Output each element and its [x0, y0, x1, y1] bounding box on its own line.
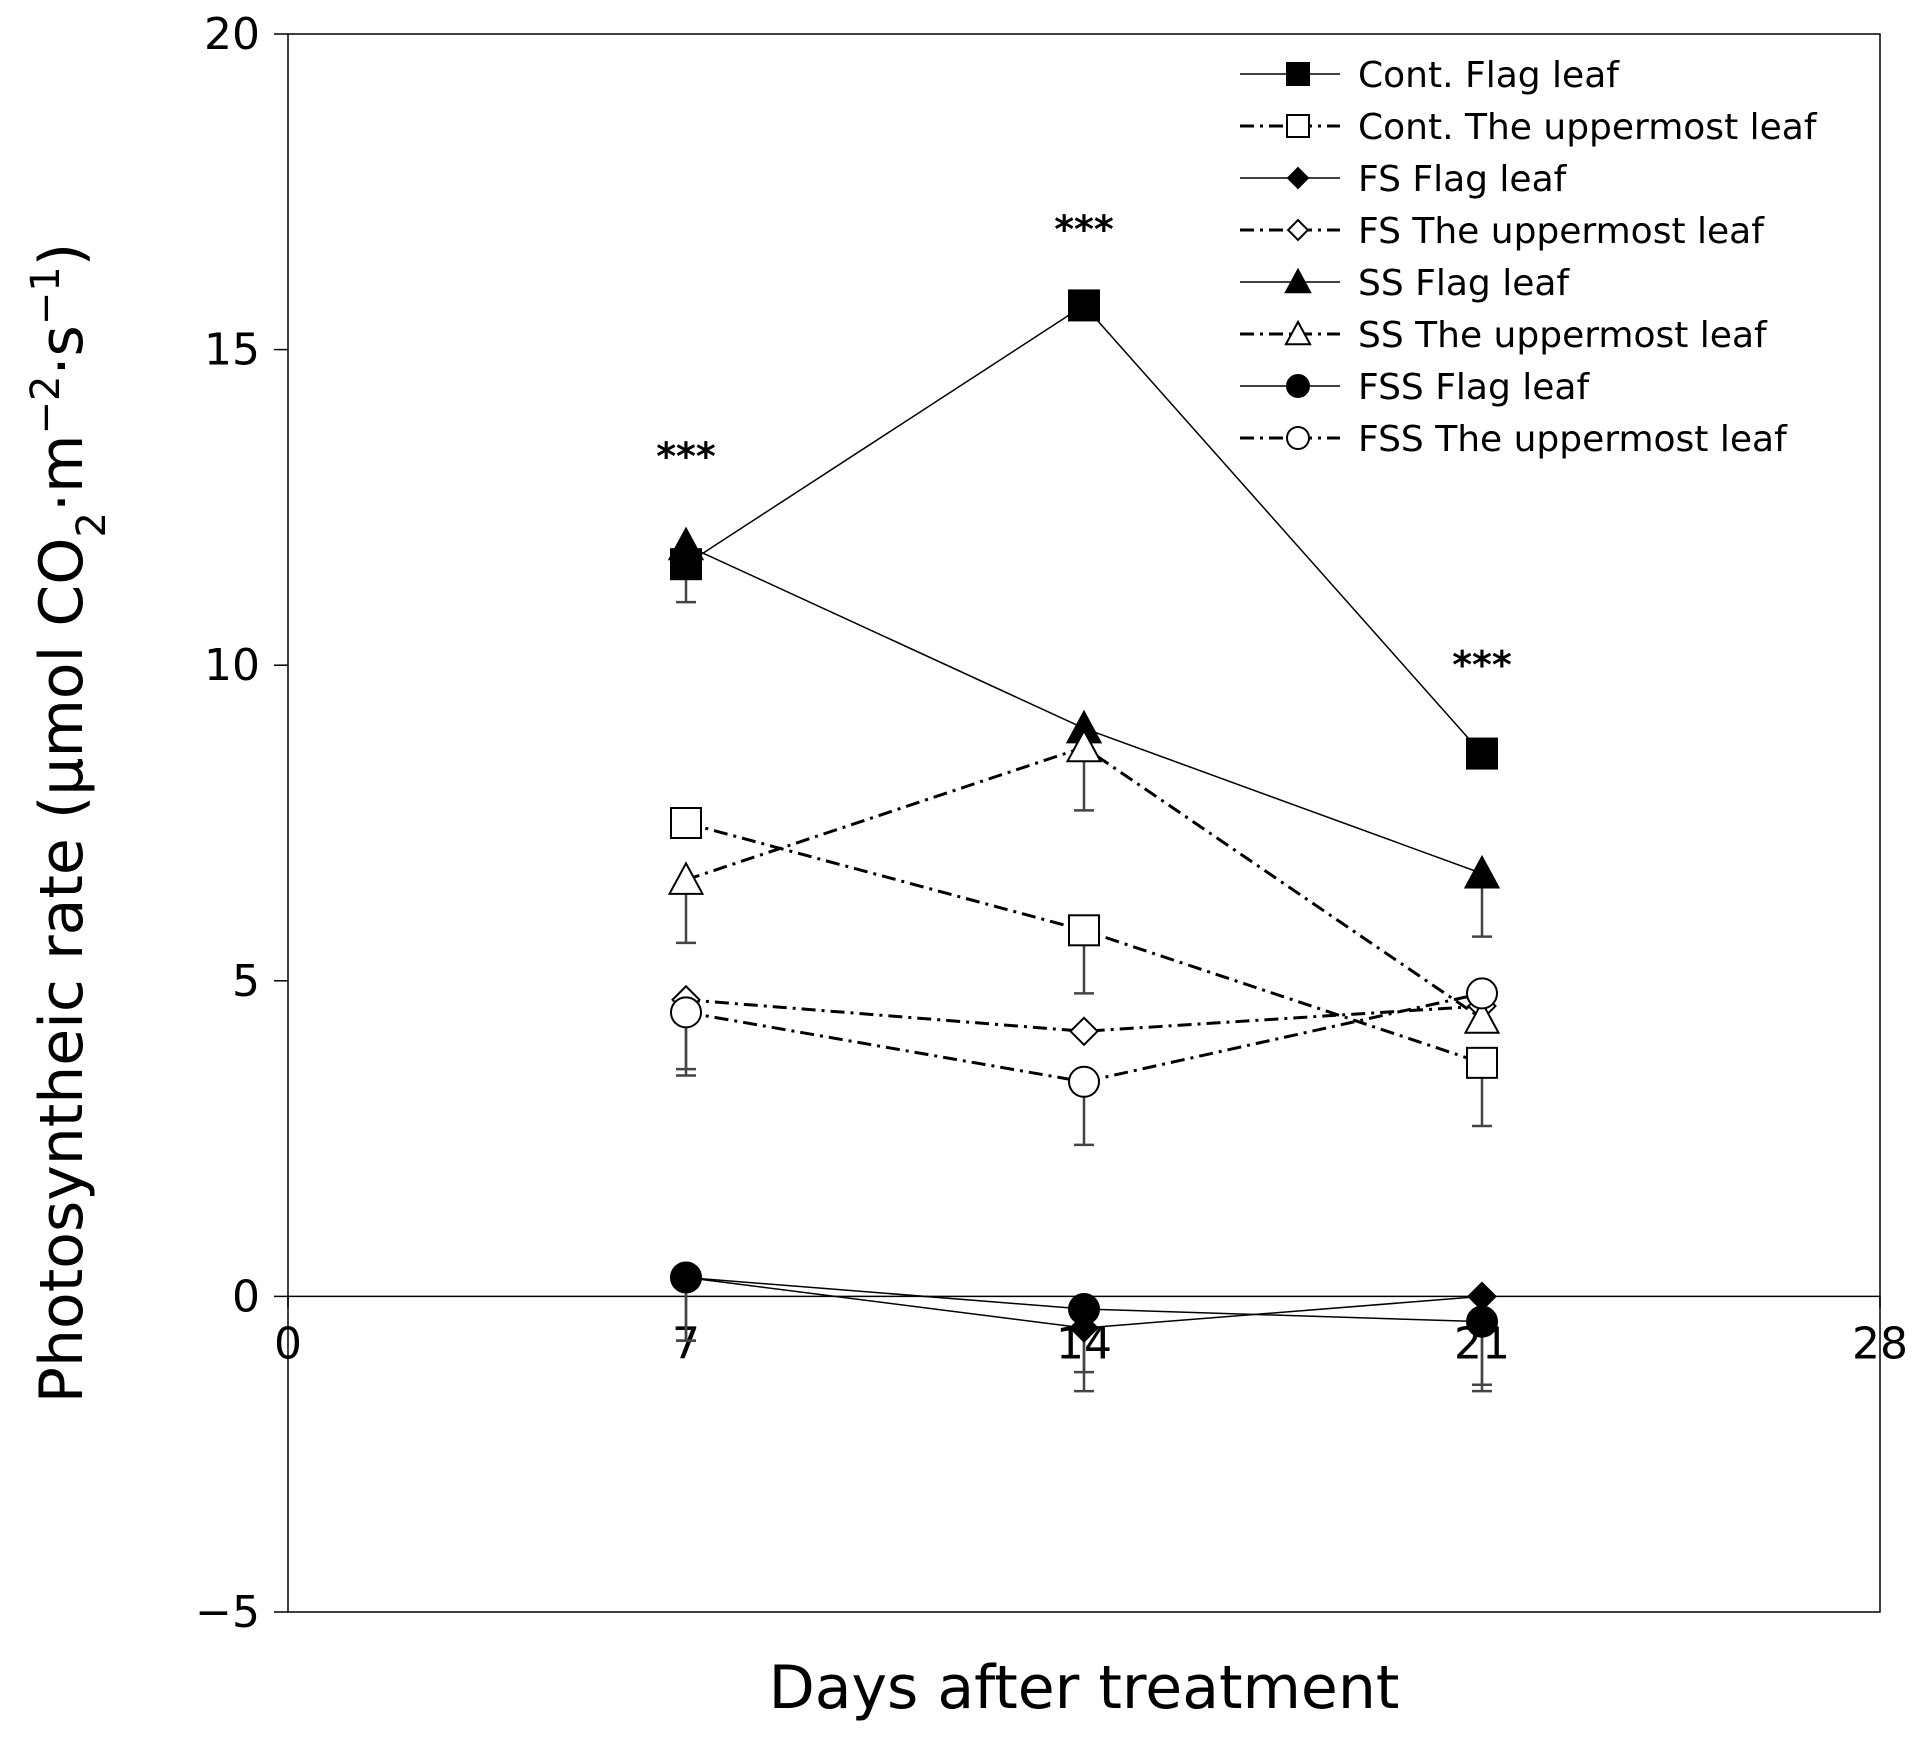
data-point	[1065, 728, 1103, 763]
series-markers-4	[671, 984, 1497, 1047]
data-point	[1069, 1016, 1099, 1047]
error-bars-2	[1074, 930, 1492, 1128]
data-point	[1466, 977, 1498, 1010]
data-point	[1463, 854, 1501, 889]
legend-marker-2	[1286, 114, 1310, 138]
plot-frame	[287, 33, 1881, 1613]
y-axis-title-mid: ·m	[27, 435, 97, 513]
y-axis-title-prefix: Photosyntheic rate (μmol CO	[27, 537, 97, 1403]
y-axis-title-sup2: −1	[23, 266, 69, 325]
data-point	[1466, 1046, 1498, 1079]
legend-label-4: FS The uppermost leaf	[1358, 211, 1765, 252]
series-markers-6	[667, 728, 1501, 1034]
data-point	[670, 1261, 702, 1294]
legend-marker-6	[1284, 319, 1312, 346]
y-axis-title-mid2: ·s	[27, 325, 97, 375]
legend-label-8: FSS The uppermost leaf	[1358, 419, 1788, 460]
legend-marker-4	[1286, 218, 1310, 242]
legend-label-5: SS Flag leaf	[1358, 263, 1570, 304]
series-line-5	[685, 544, 1483, 875]
x-axis-title: Days after treatment	[769, 1653, 1400, 1723]
legend-label-6: SS The uppermost leaf	[1358, 315, 1768, 356]
series-markers-5	[667, 526, 1501, 889]
y-axis-title: Photosyntheic rate (μmol CO2·m−2·s−1)	[23, 243, 115, 1403]
series-markers-7	[670, 1261, 1498, 1338]
legend-marker-1	[1286, 62, 1310, 86]
y-tick-label: 15	[204, 325, 260, 376]
y-tick-label: 20	[204, 9, 260, 60]
series-markers-1	[670, 289, 1498, 770]
legend-label-1: Cont. Flag leaf	[1358, 55, 1620, 96]
error-bars-6	[676, 747, 1094, 945]
legend-marker-3	[1286, 166, 1310, 190]
data-point	[1068, 289, 1100, 322]
significance-annotation: ***	[656, 435, 716, 479]
data-point	[1068, 1293, 1100, 1326]
legend-label-2: Cont. The uppermost leaf	[1358, 107, 1818, 148]
x-tick-label: 0	[274, 1318, 302, 1369]
significance-annotation: ***	[1452, 643, 1512, 687]
data-point	[1466, 1305, 1498, 1338]
y-axis-title-suffix: )	[27, 243, 97, 266]
legend-marker-7	[1286, 374, 1310, 398]
legend-marker-8	[1286, 426, 1310, 450]
series-layer: *** *** ***	[656, 207, 1512, 1393]
data-point	[1068, 1065, 1100, 1098]
y-tick-label: −5	[195, 1587, 260, 1638]
legend-label-7: FSS Flag leaf	[1358, 367, 1590, 408]
y-axis-title-sub: 2	[69, 512, 115, 537]
data-point	[667, 861, 705, 895]
significance-annotation: ***	[1054, 207, 1114, 251]
y-tick-label: 10	[204, 640, 260, 691]
legend-marker-5	[1284, 267, 1312, 294]
error-bars-8	[676, 1012, 1094, 1147]
series-line-8	[685, 991, 1483, 1084]
data-point	[1466, 737, 1498, 770]
data-point	[667, 526, 705, 561]
y-axis-title-sup1: −2	[23, 376, 69, 435]
legend-label-3: FS Flag leaf	[1358, 159, 1568, 200]
data-point	[1068, 914, 1100, 947]
legend: Cont. Flag leaf Cont. The uppermost leaf F…	[1240, 55, 1818, 460]
y-tick-label: 0	[232, 1271, 260, 1322]
series-markers-2	[670, 807, 1498, 1079]
x-tick-label: 28	[1852, 1318, 1908, 1369]
data-point	[670, 996, 702, 1029]
data-point	[670, 807, 702, 839]
y-tick-label: 5	[232, 956, 260, 1007]
series-markers-8	[670, 977, 1498, 1098]
data-point	[1463, 1000, 1501, 1034]
